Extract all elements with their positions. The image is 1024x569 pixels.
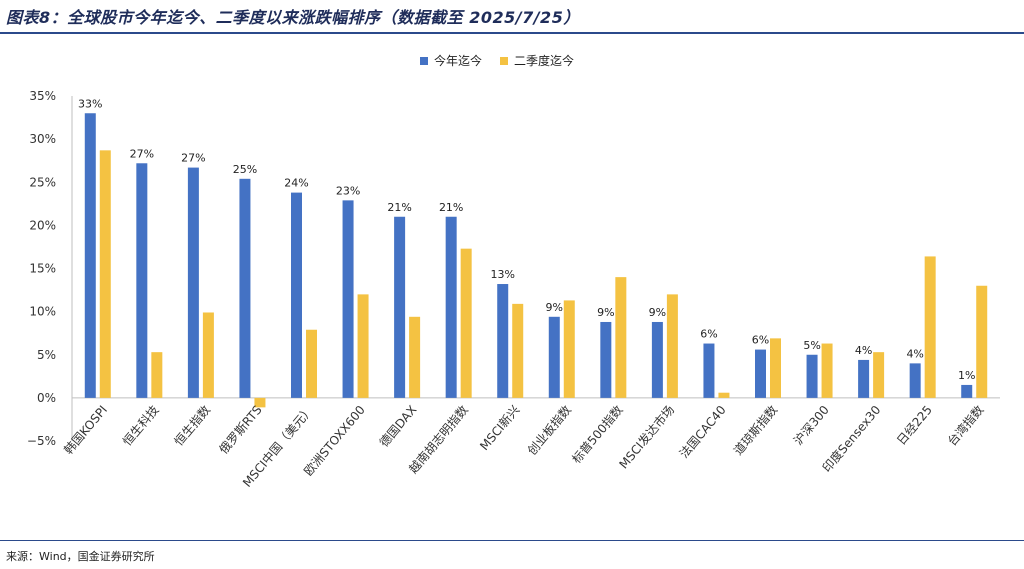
bar-ytd <box>548 316 560 398</box>
y-tick-label: 10% <box>29 305 56 319</box>
legend-label-ytd: 今年迄今 <box>434 54 483 68</box>
bar-ytd <box>600 321 612 398</box>
data-label: 9% <box>597 306 614 319</box>
source-note: 来源：Wind，国金证券研究所 <box>6 550 155 563</box>
y-tick-label: 15% <box>29 262 56 276</box>
y-tick-label: −5% <box>27 434 56 448</box>
bar-q2 <box>563 300 575 398</box>
y-tick-label: 20% <box>29 218 56 232</box>
data-label: 9% <box>649 306 666 319</box>
bar-ytd <box>342 200 354 398</box>
bar-ytd <box>651 321 663 398</box>
x-tick-label: 日经225 <box>894 403 935 448</box>
bar-q2 <box>718 392 730 398</box>
bar-ytd <box>909 363 921 398</box>
x-tick-label: 沪深300 <box>791 403 832 448</box>
bar-q2 <box>202 312 214 398</box>
x-tick-label: 恒生科技 <box>120 403 162 449</box>
bar-ytd <box>858 359 870 398</box>
bar-ytd <box>703 343 715 398</box>
x-tick-label: 恒生指数 <box>171 402 213 448</box>
bar-q2 <box>512 303 524 398</box>
data-label: 6% <box>700 328 717 341</box>
data-label: 5% <box>803 339 820 352</box>
bar-ytd <box>497 284 509 398</box>
data-label: 25% <box>233 163 257 176</box>
bar-ytd <box>239 178 251 398</box>
legend: 今年迄今 二季度迄今 <box>420 52 574 69</box>
y-tick-label: 0% <box>37 391 56 405</box>
data-label: 33% <box>78 97 102 110</box>
data-label: 9% <box>546 301 563 314</box>
bar-ytd <box>394 216 406 398</box>
x-tick-label: MSCI新兴 <box>476 402 522 453</box>
legend-swatch-q2 <box>500 56 509 65</box>
bar-q2 <box>666 294 678 398</box>
legend-label-q2: 二季度迄今 <box>514 54 575 68</box>
bar-chart: 35% 30% 25% 20% 15% 10% 5% 0% −5% 33% 韩国KOSPI 27% 恒生… <box>27 89 1000 490</box>
data-label: 27% <box>181 152 205 165</box>
x-tick-label: 标普500指数 <box>569 402 626 466</box>
bar-ytd <box>136 163 148 398</box>
data-label: 24% <box>284 177 308 190</box>
y-tick-label: 25% <box>29 175 56 189</box>
data-label: 4% <box>855 344 872 357</box>
bar-q2 <box>306 329 317 398</box>
title-divider <box>0 32 1024 34</box>
data-label: 23% <box>336 184 360 197</box>
x-tick-label: 俄罗斯RTS <box>216 403 264 457</box>
legend-swatch-ytd <box>420 56 428 65</box>
data-label: 13% <box>490 268 514 281</box>
bar-q2 <box>976 285 988 398</box>
bar-q2 <box>357 294 369 398</box>
chart-title: 图表8：全球股市今年迄今、二季度以来涨跌幅排序（数据截至 2025/7/25） <box>6 8 580 27</box>
bar-q2 <box>821 343 833 398</box>
bar-ytd <box>84 113 96 398</box>
bar-ytd <box>291 192 302 398</box>
bar-q2 <box>99 150 111 398</box>
data-label: 1% <box>958 369 975 382</box>
x-tick-label: 法国CAC40 <box>677 403 729 461</box>
bar-q2 <box>151 352 163 398</box>
bar-ytd <box>806 354 818 398</box>
legend-item-q2: 二季度迄今 <box>500 52 574 69</box>
y-tick-label: 30% <box>29 132 56 146</box>
y-tick-label: 5% <box>37 348 56 362</box>
bar-ytd <box>445 216 457 398</box>
bar-q2 <box>924 256 936 398</box>
bar-ytd <box>961 384 973 398</box>
data-label: 6% <box>752 334 769 347</box>
bar-q2 <box>409 316 421 398</box>
bar-q2 <box>615 277 627 398</box>
data-label: 4% <box>906 347 923 360</box>
x-tick-label: 道琼斯指数 <box>730 402 780 458</box>
bar-q2 <box>460 248 472 398</box>
bar-q2 <box>873 352 885 398</box>
footer-divider <box>0 540 1024 541</box>
legend-item-ytd: 今年迄今 <box>420 52 482 69</box>
bar-ytd <box>187 167 199 398</box>
x-tick-label: 德国DAX <box>376 402 419 450</box>
data-label: 21% <box>439 201 463 214</box>
data-label: 27% <box>130 147 154 160</box>
bar-ytd <box>755 349 766 398</box>
x-tick-label: 韩国KOSPI <box>61 402 110 457</box>
bar-q2 <box>770 338 781 398</box>
y-tick-label: 35% <box>29 89 56 103</box>
x-tick-label: 台湾指数 <box>944 402 986 448</box>
x-tick-label: 创业板指数 <box>524 402 574 458</box>
bar-q2 <box>254 397 266 408</box>
data-label: 21% <box>387 201 411 214</box>
